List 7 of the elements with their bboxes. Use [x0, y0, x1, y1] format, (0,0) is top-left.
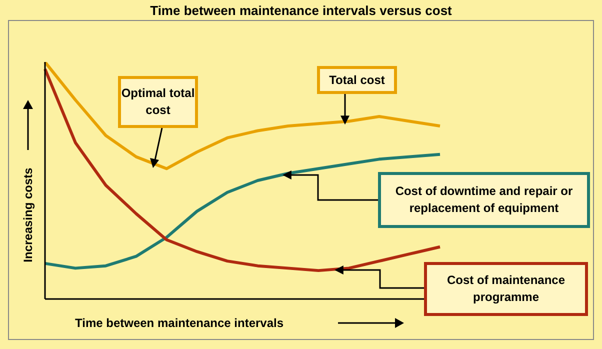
y-axis-title: Increasing costs — [21, 167, 35, 262]
callout-box: Cost of maintenance programme — [424, 262, 588, 316]
callout-box: Optimal total cost — [118, 76, 198, 128]
callout-box: Total cost — [317, 66, 397, 94]
x-axis-title: Time between maintenance intervals — [75, 316, 284, 330]
callout-box: Cost of downtime and repair or replacement of equipment — [378, 172, 590, 228]
chart-title: Time between maintenance intervals versus cost — [149, 3, 453, 18]
